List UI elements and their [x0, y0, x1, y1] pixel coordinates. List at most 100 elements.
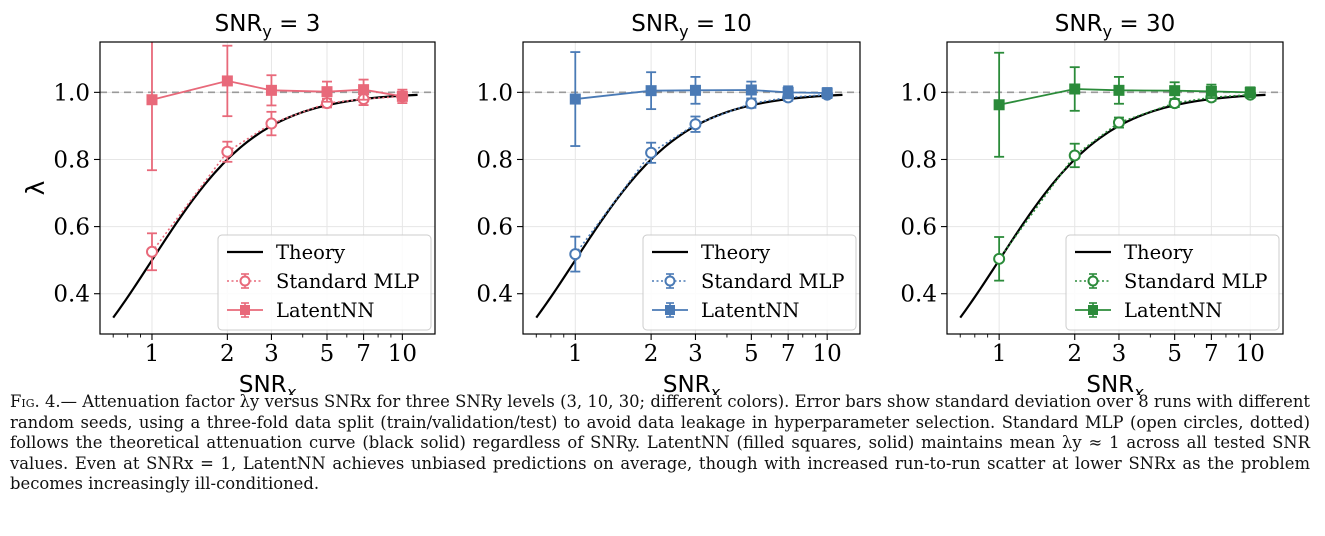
caption-label: Fig. 4. — [10, 392, 61, 411]
x-tick-label: 1 — [992, 341, 1007, 367]
latentnn-point — [569, 93, 581, 105]
latentnn-line — [151, 80, 403, 101]
x-axis-label: SNRx — [239, 372, 297, 395]
standard-mlp-point — [689, 118, 702, 131]
latentnn-point — [745, 84, 757, 96]
standard-mlp-point — [265, 117, 278, 130]
y-tick-label: 0.6 — [900, 215, 937, 241]
latentnn-point — [993, 99, 1005, 111]
legend-box — [1065, 234, 1280, 331]
x-tick-label: 1 — [568, 341, 583, 367]
axes-frame — [99, 41, 436, 335]
latentnn-point — [321, 86, 333, 98]
standard-mlp-point — [1068, 149, 1081, 162]
legend-label: LatentNN — [276, 299, 374, 322]
latentnn-point — [396, 90, 408, 102]
x-tick-label: 10 — [813, 341, 842, 367]
legend-label: LatentNN — [701, 299, 799, 322]
x-tick-label: 1 — [145, 341, 160, 367]
x-tick-label: 3 — [688, 341, 703, 367]
y-tick-label: 0.4 — [53, 282, 90, 308]
standard-mlp-line — [998, 93, 1251, 260]
x-tick-label: 7 — [1204, 341, 1219, 367]
legend-label: Theory — [701, 241, 770, 264]
legend: Theory Standard MLP LatentNN — [1065, 234, 1280, 331]
y-tick-label: 0.8 — [476, 147, 513, 173]
standard-mlp-point — [145, 245, 158, 258]
plot-area — [112, 42, 418, 319]
panel-1: 1 2 3 5 7 10 0.4 0.6 0.8 1.0 SNRy = 3 SNRx λ Theory St… — [21, 11, 436, 395]
y-tick-label: 1.0 — [53, 80, 90, 106]
x-tick-label: 3 — [264, 341, 279, 367]
panel-title: SNRy = 3 — [215, 11, 321, 41]
x-tick-label: 5 — [744, 341, 759, 367]
legend-label: Standard MLP — [701, 270, 845, 293]
legend-label: Theory — [1124, 241, 1193, 264]
legend-label: Standard MLP — [276, 270, 420, 293]
latentnn-point — [1169, 85, 1181, 97]
plot-area — [959, 51, 1266, 319]
legend-box — [217, 234, 432, 331]
x-tick-label: 10 — [388, 341, 417, 367]
latentnn-line — [575, 89, 828, 100]
legend-box — [642, 234, 857, 331]
latentnn-point — [645, 85, 657, 97]
axes-frame — [946, 41, 1284, 335]
x-tick-label: 10 — [1236, 341, 1265, 367]
standard-mlp-line — [151, 95, 403, 253]
x-tick-label: 7 — [356, 341, 371, 367]
x-tick-label: 5 — [1167, 341, 1182, 367]
standard-mlp-point — [993, 252, 1006, 265]
standard-mlp-point — [221, 145, 234, 158]
x-tick-label: 2 — [220, 341, 235, 367]
y-tick-label: 1.0 — [900, 80, 937, 106]
latentnn-point — [782, 86, 794, 98]
y-tick-label: 0.8 — [900, 147, 937, 173]
legend-swatch-latent-marker — [240, 305, 250, 315]
legend: Theory Standard MLP LatentNN — [642, 234, 857, 331]
x-axis-label: SNRx — [1086, 372, 1144, 395]
plot-area — [535, 51, 843, 319]
legend-swatch-standard-marker — [664, 275, 676, 287]
y-tick-label: 1.0 — [476, 80, 513, 106]
legend-label: Standard MLP — [1124, 270, 1268, 293]
y-tick-label: 0.6 — [476, 215, 513, 241]
panel-title: SNRy = 30 — [1055, 11, 1175, 41]
x-tick-label: 7 — [781, 341, 796, 367]
latentnn-point — [265, 84, 277, 96]
latentnn-point — [221, 75, 233, 87]
latentnn-point — [1244, 86, 1256, 98]
latentnn-point — [689, 84, 701, 96]
latentnn-point — [358, 84, 370, 96]
standard-mlp-point — [745, 97, 758, 110]
latentnn-point — [1069, 83, 1081, 95]
y-tick-label: 0.4 — [476, 282, 513, 308]
standard-mlp-line — [574, 93, 828, 255]
x-tick-label: 2 — [644, 341, 659, 367]
latentnn-point — [821, 87, 833, 99]
legend: Theory Standard MLP LatentNN — [217, 234, 432, 331]
x-tick-label: 5 — [320, 341, 335, 367]
panel-title: SNRy = 10 — [631, 11, 751, 41]
x-tick-label: 2 — [1067, 341, 1082, 367]
y-tick-label: 0.4 — [900, 282, 937, 308]
y-axis-label: λ — [21, 180, 50, 195]
y-tick-label: 0.8 — [53, 147, 90, 173]
standard-mlp-point — [1112, 116, 1125, 129]
legend-label: Theory — [276, 241, 345, 264]
x-axis-label: SNRx — [663, 372, 721, 395]
standard-mlp-point — [645, 146, 658, 159]
latentnn-line — [998, 88, 1251, 106]
panel-3: 1 2 3 5 7 10 0.4 0.6 0.8 1.0 SNRy = 30 SNRx Theory St… — [900, 11, 1284, 395]
latentnn-point — [1205, 85, 1217, 97]
legend-swatch-latent-marker — [1088, 305, 1098, 315]
axes-frame — [522, 41, 861, 335]
legend-swatch-standard-marker — [1087, 275, 1099, 287]
legend-swatch-latent-marker — [665, 305, 675, 315]
x-tick-label: 3 — [1112, 341, 1127, 367]
legend-label: LatentNN — [1124, 299, 1222, 322]
latentnn-point — [146, 94, 158, 106]
legend-swatch-standard-marker — [239, 275, 251, 287]
caption-text: — Attenuation factor λy versus SNRx for … — [10, 392, 1310, 493]
